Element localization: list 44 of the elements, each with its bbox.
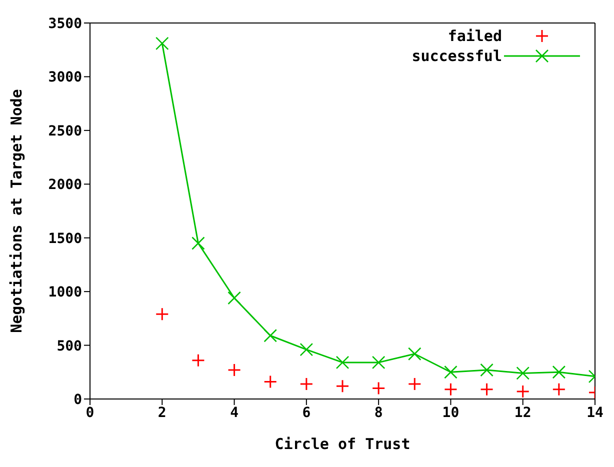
point (552, 382, 566, 396)
point (408, 347, 422, 361)
x-tick-label: 8 (374, 404, 383, 421)
y-tick-label: 1000 (48, 284, 82, 301)
point (444, 382, 458, 396)
point (516, 366, 530, 380)
y-tick-label: 500 (56, 338, 82, 354)
point (444, 365, 458, 379)
point (372, 382, 386, 396)
y-tick-label: 2000 (48, 177, 82, 194)
point (155, 307, 169, 321)
point (516, 384, 530, 398)
point (300, 377, 314, 391)
x-tick-label: 12 (514, 404, 532, 421)
point (372, 356, 386, 370)
point (552, 365, 566, 379)
point (228, 291, 241, 305)
point (264, 328, 278, 342)
legend-label: successful (412, 47, 502, 65)
legend-label: failed (448, 27, 502, 45)
y-tick-label: 3500 (48, 16, 82, 32)
y-tick-label: 2500 (48, 123, 82, 140)
x-tick-label: 14 (586, 404, 604, 421)
x-tick-label: 6 (302, 404, 311, 421)
x-tick-label: 10 (442, 404, 460, 421)
point (408, 377, 422, 391)
x-tick-label: 2 (158, 404, 166, 421)
x-axis-title: Circle of Trust (274, 435, 410, 453)
point (192, 236, 205, 250)
y-tick-label: 1500 (48, 230, 82, 247)
y-tick-label: 0 (74, 392, 82, 408)
point (264, 375, 278, 389)
x-tick-label: 4 (230, 404, 239, 421)
y-axis-title: Negotiations at Target Node (7, 89, 26, 333)
point (336, 356, 350, 370)
point (155, 36, 169, 50)
x-tick-label: 0 (86, 404, 94, 421)
point (228, 363, 242, 377)
point (480, 363, 494, 377)
point (480, 382, 494, 396)
y-tick-label: 3000 (48, 70, 82, 86)
point (336, 379, 350, 393)
point (300, 342, 314, 356)
point (191, 354, 205, 368)
